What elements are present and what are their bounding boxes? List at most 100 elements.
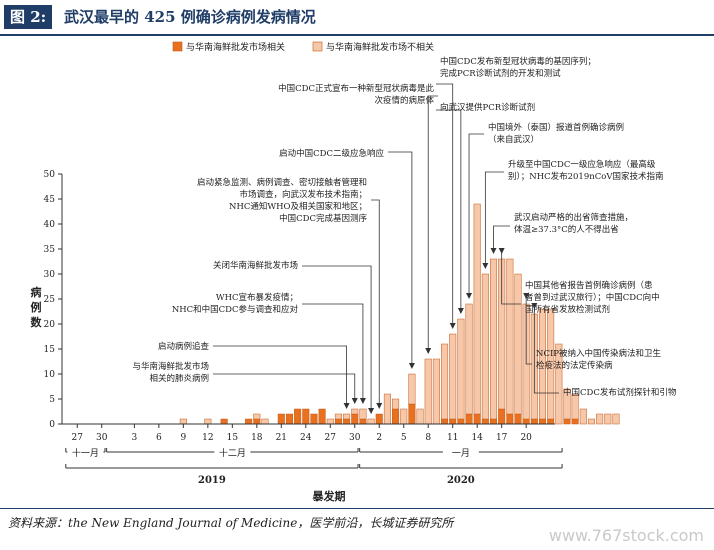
annotation-text: 相关的肺炎病例 [149, 373, 209, 384]
bar-related [498, 408, 506, 425]
x-tick-label: 15 [227, 433, 239, 443]
x-tick-label: 8 [425, 433, 431, 443]
bar-related [277, 413, 285, 425]
y-tick-label: 45 [44, 195, 56, 205]
bar-related [490, 418, 498, 425]
bar-unrelated [351, 408, 359, 415]
annotation-leader [436, 83, 454, 327]
annotation-text: 检疫法的法定传染病 [536, 360, 613, 371]
bar-unrelated [326, 418, 334, 425]
annotation-leader [493, 225, 510, 252]
annotation-text: 武汉启动严格的出省筛查措施， [514, 212, 633, 223]
month-label-bg [214, 446, 251, 458]
bar-unrelated [571, 393, 579, 420]
x-tick-label: 9 [180, 433, 186, 443]
y-tick-label: 25 [44, 295, 56, 305]
bar-unrelated [253, 413, 261, 420]
bar-related [449, 418, 457, 425]
bar-unrelated [343, 413, 351, 420]
bar-related [473, 413, 481, 425]
annotation-leader [468, 133, 484, 297]
bar-unrelated [424, 358, 432, 425]
x-tick-label: 30 [349, 433, 361, 443]
bar-related [514, 413, 522, 425]
bar-related [571, 418, 579, 425]
bar-unrelated [449, 333, 457, 420]
figure-header: 图 2: 武汉最早的 425 例确诊病例发病情况 [0, 0, 714, 36]
bar-unrelated [587, 418, 595, 425]
month-label: 十二月 [219, 447, 246, 459]
bar-related [318, 408, 326, 425]
annotation-text: 中国CDC发布新型冠状病毒的基因序列； [440, 56, 596, 67]
bar-unrelated [359, 408, 367, 420]
annotation-leader [213, 373, 356, 402]
annotation-text: 向武汉提供PCR诊断试剂 [440, 102, 535, 113]
y-tick-label: 30 [44, 270, 56, 280]
y-axis-title-char: 数 [31, 315, 43, 329]
bar-unrelated [465, 303, 473, 415]
figure-title: 武汉最早的 425 例确诊病例发病情况 [64, 8, 316, 26]
bar-unrelated [400, 408, 408, 425]
x-tick-label: 12 [202, 433, 213, 443]
bar-unrelated [457, 318, 465, 420]
annotation-leader [302, 303, 364, 402]
annotation-arrowhead [531, 303, 538, 309]
bar-unrelated [604, 413, 612, 425]
x-tick-label: 24 [300, 433, 312, 443]
annotation-text: WHC宣布暴发疫情； [216, 292, 298, 303]
annotation-text: NHC和中国CDC参与调查和应对 [172, 304, 299, 315]
annotation-text: 关闭华南海鲜批发市场 [213, 260, 298, 271]
annotation-leader [533, 307, 559, 394]
bar-unrelated [514, 273, 522, 415]
annotation-arrowhead [482, 263, 489, 269]
bar-related [351, 413, 359, 425]
bar-related [457, 418, 465, 425]
y-tick-label: 40 [44, 220, 56, 230]
x-tick-label: 21 [276, 433, 287, 443]
x-tick-label: 6 [156, 433, 162, 443]
annotation-text: 与华南海鲜批发市场 [132, 361, 209, 372]
y-tick-label: 50 [44, 170, 56, 180]
y-tick-label: 35 [44, 245, 56, 255]
x-tick-label: 20 [520, 433, 532, 443]
annotation-text: （来自武汉） [488, 134, 539, 145]
bar-related [294, 408, 302, 425]
annotation-text: 完成PCR诊断试剂的开发和测试 [440, 68, 561, 79]
y-axis-title-char: 病 [31, 285, 42, 299]
month-label: 一月 [452, 448, 470, 459]
bar-unrelated [432, 358, 440, 425]
bar-unrelated [441, 343, 449, 420]
x-tick-label: 27 [325, 433, 337, 443]
annotation-text: 启动紧急监测、病例调查、密切接触者管理和 [197, 177, 367, 188]
bar-related [481, 418, 489, 425]
bar-unrelated [612, 413, 620, 425]
x-tick-label: 27 [72, 433, 84, 443]
bar-related [441, 418, 449, 425]
bar-unrelated [563, 388, 571, 420]
annotation-arrowhead [523, 293, 530, 299]
annotation-leader [213, 345, 347, 407]
footer-divider [0, 508, 714, 509]
bar-related [506, 413, 514, 425]
bar-related [220, 418, 228, 425]
annotation-arrowhead [368, 408, 375, 414]
x-tick-label: 2 [376, 433, 382, 443]
x-tick-label: 14 [471, 433, 483, 443]
y-tick-label: 0 [49, 420, 55, 430]
annotation-text: 国所有省发放检测试剂 [525, 304, 610, 315]
annotation-text: NHC通知WHO及相关国家和地区； [229, 201, 367, 212]
annotation-arrowhead [449, 323, 456, 329]
figure-label: 图 2: [4, 5, 53, 29]
bar-related [359, 418, 367, 425]
bar-unrelated [490, 258, 498, 420]
bar-unrelated [383, 393, 391, 425]
bar-related [522, 418, 530, 425]
annotation-arrowhead [359, 398, 366, 404]
annotation-text: 次疫情的病原体 [374, 95, 434, 106]
source-note: 资料来源：the New England Journal of Medicine… [8, 516, 454, 530]
watermark: www.767stock.com [548, 526, 704, 545]
annotation-text: 中国CDC正式宣布一种新型冠状病毒是此 [278, 83, 434, 94]
annotation-leader [436, 109, 462, 312]
annotation-text: 中国境外（泰国）报道首例确诊病例 [488, 122, 624, 133]
x-tick-label: 17 [496, 433, 508, 443]
